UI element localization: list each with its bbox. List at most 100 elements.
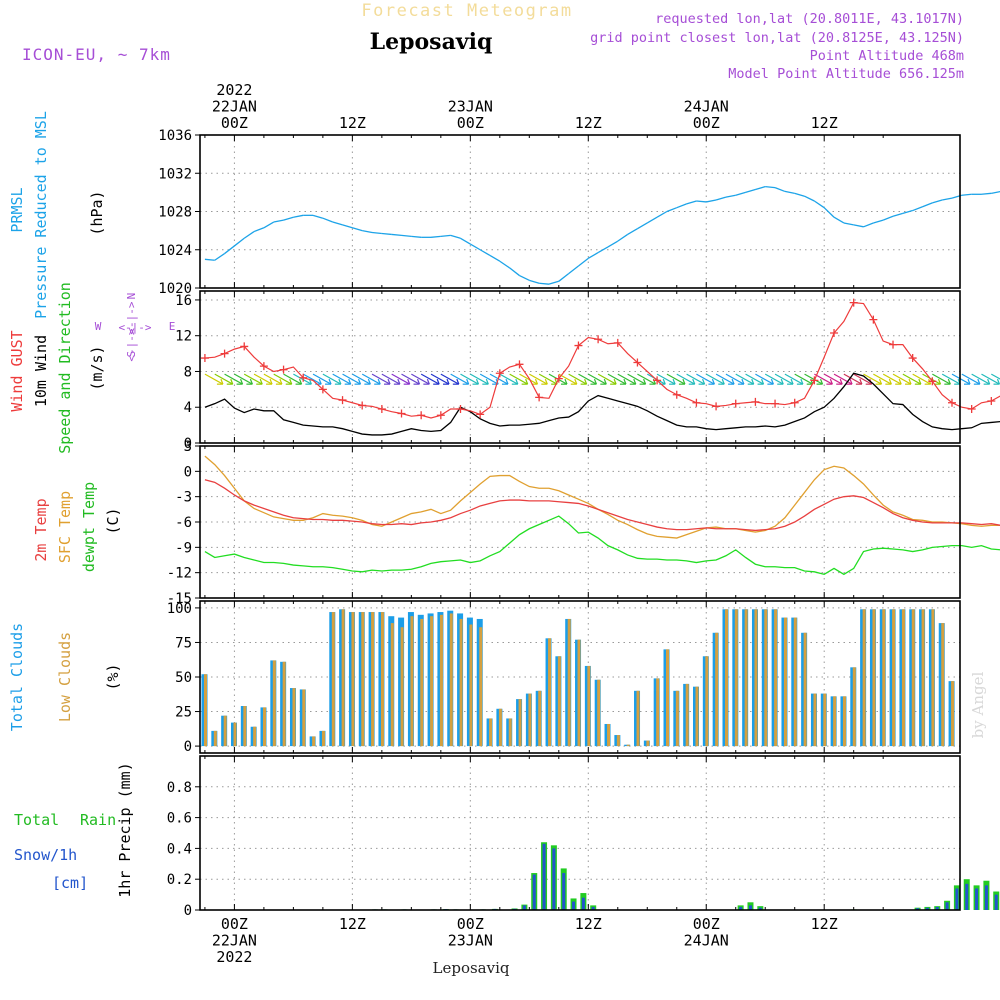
wind-direction-arrow (882, 373, 902, 385)
wind-10m-label: 10m Wind (32, 335, 50, 407)
wind-direction-arrowhead (908, 378, 912, 385)
pressure-point (755, 186, 766, 191)
pressure-point (411, 235, 422, 238)
wind-gust-marker (240, 342, 249, 351)
wind-direction-arrowhead (574, 378, 578, 385)
pressure-ytick-label: 1036 (158, 128, 192, 144)
low-cloud-bar (597, 679, 601, 747)
wind-gust-marker (515, 360, 524, 369)
wind-direction-arrow (450, 373, 469, 385)
wind-direction-arrow (371, 373, 391, 385)
low-cloud-bar (272, 660, 276, 747)
bottom-time-label: 12Z (339, 915, 366, 933)
low-cloud-bar (842, 696, 846, 747)
precip-rain-label: Rain (80, 811, 116, 829)
wind-gust-marker (633, 358, 642, 367)
low-cloud-bar (253, 726, 257, 747)
wind-direction-arrow (352, 373, 371, 385)
wind-gust-marker (672, 390, 681, 399)
wind-direction-arrow (607, 373, 627, 385)
pressure-ytick-label: 1032 (158, 166, 192, 182)
low-cloud-bar (243, 706, 247, 747)
model-altitude: Model Point Altitude 656.125m (728, 66, 964, 82)
pressure-frame (199, 134, 961, 289)
wind-direction-arrow (676, 373, 696, 385)
t2m-temp-line (204, 479, 1000, 532)
bottom-time-label: 24JAN (684, 932, 729, 950)
pressure-point (234, 237, 245, 247)
precip-snow-bar (975, 888, 979, 910)
wind-direction-arrow (725, 373, 745, 385)
compass-west: W (95, 320, 102, 333)
wind-direction-arrowhead (367, 378, 371, 385)
wind-direction-arrowhead (839, 378, 843, 385)
wind-ytick-label: 8 (184, 364, 192, 380)
wind-direction-arrowhead (918, 378, 922, 385)
wind-direction-arrowhead (328, 378, 332, 385)
pressure-point (696, 200, 707, 203)
wind-direction-arrow (823, 373, 843, 385)
wind-gust-marker (790, 398, 799, 407)
pressure-point (450, 234, 461, 239)
wind-direction-arrowhead (937, 378, 942, 385)
pressure-point (745, 188, 756, 193)
top-time-label: 22JAN (212, 98, 257, 116)
pressure-name-label: PRMSL (8, 187, 26, 232)
wind-direction-arrow (932, 373, 951, 385)
precip-snow-bar (581, 897, 585, 910)
pressure-point (814, 200, 825, 209)
pressure-point (587, 252, 599, 259)
bottom-time-label: 00Z (221, 915, 248, 933)
wind-gust-marker (200, 354, 209, 363)
pressure-point (214, 253, 225, 261)
wind-direction-arrowhead (446, 378, 450, 385)
wind-direction-arrowhead (269, 378, 273, 385)
requested-coords: requested lon,lat (20.8011E, 43.1017N) (655, 11, 964, 27)
temp-ytick-label: -3 (175, 490, 192, 506)
wind-direction-arrow (784, 373, 804, 385)
footer-station: Leposaviq (433, 959, 510, 977)
pressure-desc-label: Pressure Reduced to MSL (32, 111, 50, 319)
wind-gust-marker (967, 405, 976, 414)
wind-direction-arrow (578, 373, 597, 385)
low-cloud-bar (931, 609, 935, 747)
pressure-point (263, 221, 275, 229)
wind-direction-arrow (971, 373, 990, 385)
wind-frame (199, 290, 961, 444)
pressure-point (892, 212, 904, 217)
clouds-ytick-label: 0 (184, 739, 192, 755)
low-cloud-bar (901, 609, 905, 747)
temp-ytick-label: -12 (167, 566, 192, 582)
precip-snow-bar (758, 907, 762, 910)
wind-gust-marker (653, 376, 662, 385)
low-cloud-bar (371, 612, 375, 747)
pressure-point (243, 231, 255, 239)
wind-direction-arrowhead (633, 378, 637, 385)
wind-direction-arrowhead (761, 378, 765, 385)
low-cloud-bar (312, 736, 316, 747)
wind-direction-arrowhead (240, 378, 244, 385)
wind-direction-arrowhead (456, 378, 460, 385)
wind-direction-arrow (774, 373, 794, 385)
clouds-ytick-label: 75 (175, 635, 192, 651)
precip-snow-label: Snow/1h (14, 846, 77, 864)
wind-gust-marker (987, 396, 996, 405)
wind-direction-arrow (430, 373, 450, 385)
wind-direction-arrowhead (475, 378, 480, 385)
wind-direction-arrow (361, 373, 381, 385)
wind-direction-arrow (224, 373, 243, 385)
wind-direction-arrowhead (682, 378, 686, 385)
total-clouds-label: Total Clouds (8, 623, 26, 731)
wind-gust-marker (947, 398, 956, 407)
clouds-ytick-label: 25 (175, 705, 192, 721)
wind-gust-marker (279, 365, 288, 374)
pressure-point (922, 202, 933, 208)
wind-direction-arrowhead (534, 378, 539, 385)
low-cloud-bar (754, 609, 758, 747)
precip-snow-bar (522, 905, 526, 910)
wind-gust-marker (220, 349, 229, 358)
pressure-point (362, 229, 373, 234)
low-cloud-bar (616, 735, 620, 747)
wind-direction-arrow (863, 373, 882, 385)
